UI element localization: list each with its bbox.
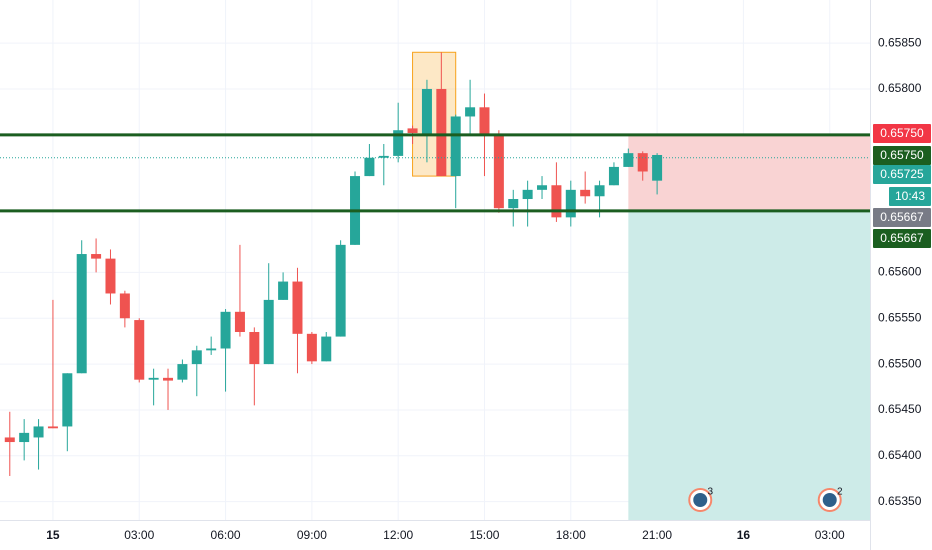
candle-body: [4, 437, 15, 443]
price-badge-label: 10:43: [895, 189, 925, 203]
candle-body: [19, 432, 30, 443]
event-count: 2: [837, 487, 843, 498]
event-icon-inner: [822, 493, 837, 507]
candle-body: [378, 155, 389, 158]
price-badge: [873, 124, 931, 143]
candle-body: [321, 336, 332, 362]
price-badge-label: 0.65667: [880, 231, 924, 245]
price-badge-label: 0.65667: [880, 210, 924, 224]
x-tick-label: 21:00: [642, 528, 672, 542]
price-badge: [889, 187, 931, 206]
x-tick-label: 12:00: [383, 528, 413, 542]
candle-body: [234, 311, 245, 332]
candle-body: [508, 199, 519, 209]
candle-body: [47, 426, 58, 429]
candle-body: [436, 88, 447, 177]
x-tick-label: 15: [46, 528, 60, 542]
candle-body: [551, 185, 562, 218]
candle-body: [364, 157, 375, 177]
candle-body: [91, 254, 102, 259]
candle-body: [652, 154, 663, 181]
highlight-box: [412, 51, 457, 177]
y-tick-label: 0.65850: [878, 35, 922, 49]
y-tick-label: 0.65350: [878, 494, 922, 508]
candle-body: [191, 350, 202, 365]
candle-body: [479, 107, 490, 135]
y-tick-label: 0.65800: [878, 81, 922, 95]
candle-body: [105, 258, 116, 294]
candle-body: [134, 320, 145, 380]
candle-body: [608, 166, 619, 186]
price-badge-label: 0.65750: [880, 126, 924, 140]
candle-body: [263, 299, 274, 365]
candle-body: [594, 185, 605, 197]
price-badge: [873, 165, 931, 184]
candle-body: [407, 128, 418, 133]
price-badge-label: 0.65725: [880, 167, 924, 181]
candle-body: [421, 88, 432, 135]
candle-body: [206, 348, 217, 351]
candle-body: [465, 107, 476, 117]
y-tick-label: 0.65600: [878, 265, 922, 279]
event-icon-inner: [693, 493, 708, 507]
candle-body: [220, 311, 231, 349]
event-count: 3: [707, 487, 713, 498]
price-badge-label: 0.65750: [880, 148, 924, 162]
x-tick-label: 03:00: [815, 528, 845, 542]
x-tick-label: 03:00: [124, 528, 154, 542]
candle-body: [119, 293, 130, 319]
candle-body: [493, 134, 504, 209]
candle-body: [565, 189, 576, 218]
price-badge: [873, 208, 931, 227]
candle-body: [623, 153, 634, 167]
candle-body: [62, 373, 73, 427]
candle-body: [148, 377, 159, 380]
candle-body: [278, 281, 289, 300]
y-tick-label: 0.65450: [878, 402, 922, 416]
candle-body: [76, 254, 87, 374]
candle-body: [335, 244, 346, 337]
candle-body: [537, 185, 548, 190]
candle-body: [450, 116, 461, 177]
x-tick-label: 16: [737, 528, 751, 542]
price-badge: [873, 146, 931, 165]
candle-body: [177, 364, 188, 380]
candle-body: [522, 189, 533, 200]
stop-zone: [628, 134, 870, 211]
candle-body: [163, 377, 174, 381]
candle-body: [393, 130, 404, 156]
price-axis: [870, 0, 932, 550]
time-axis: [0, 520, 870, 550]
x-tick-label: 15:00: [469, 528, 499, 542]
y-tick-label: 0.65550: [878, 310, 922, 324]
x-tick-label: 09:00: [297, 528, 327, 542]
x-tick-label: 18:00: [556, 528, 586, 542]
y-tick-label: 0.65500: [878, 356, 922, 370]
candle-body: [33, 426, 44, 438]
candle-body: [306, 333, 317, 362]
target-zone: [628, 210, 870, 520]
candle-body: [249, 331, 260, 365]
candle-body: [292, 281, 303, 334]
x-tick-label: 06:00: [211, 528, 241, 542]
candle-body: [580, 189, 591, 197]
y-tick-label: 0.65400: [878, 448, 922, 462]
candle-body: [637, 153, 648, 172]
price-badge: [873, 229, 931, 248]
